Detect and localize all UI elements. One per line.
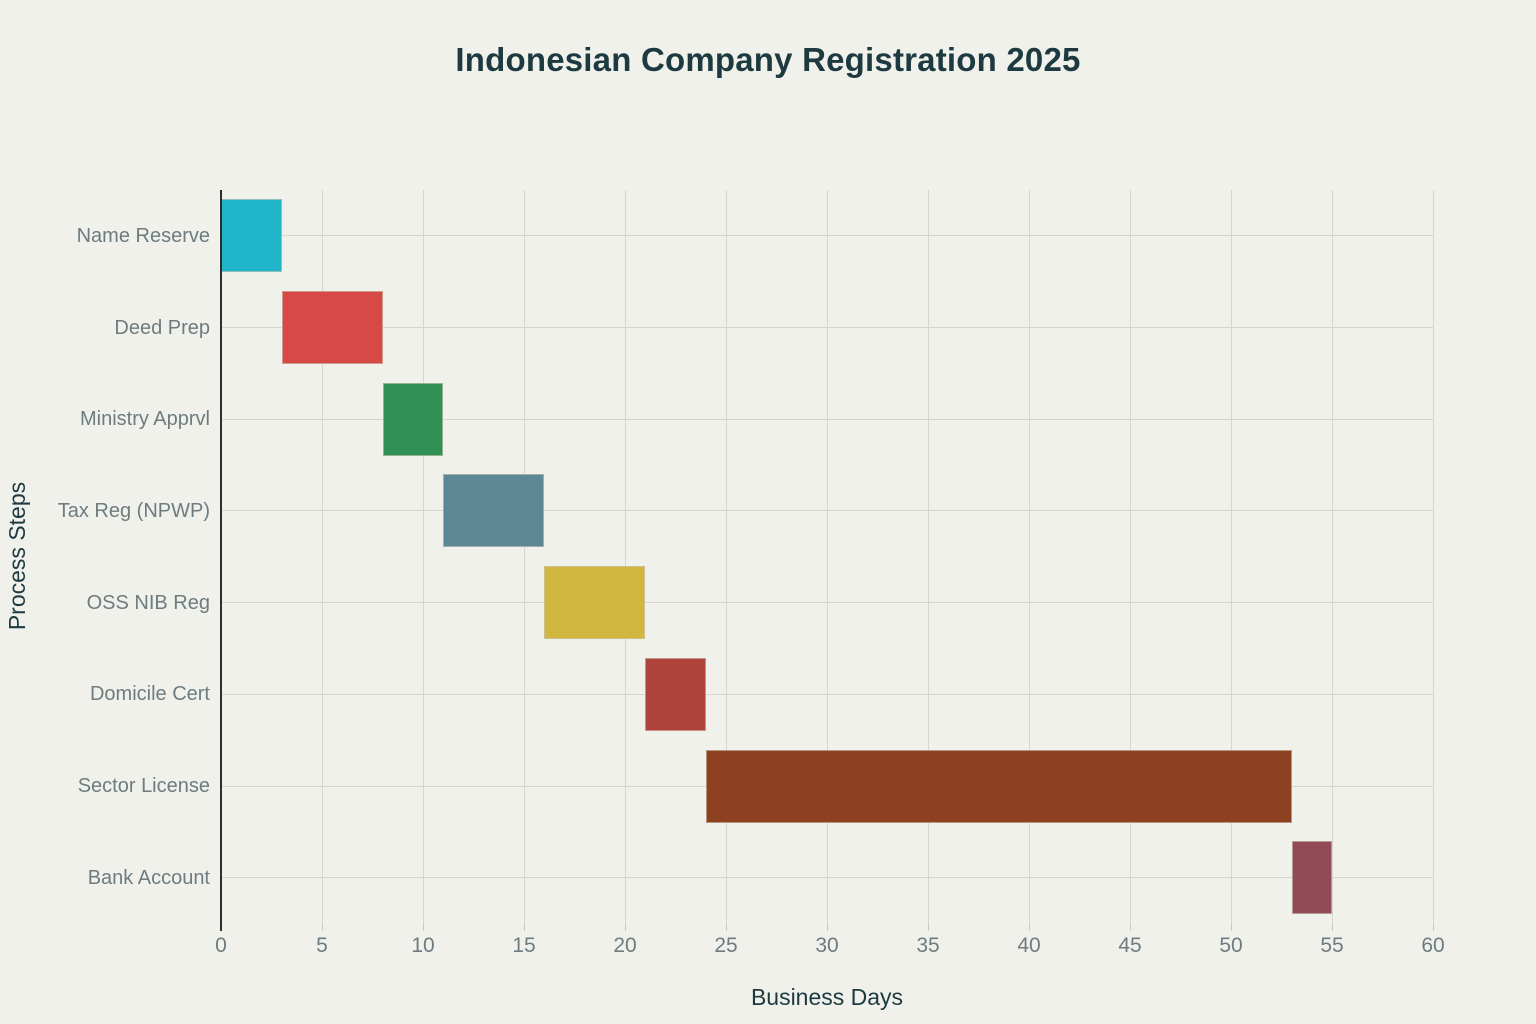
gridline-horizontal bbox=[221, 602, 1433, 604]
x-axis-tick bbox=[1331, 923, 1333, 931]
gridline-vertical bbox=[826, 190, 828, 924]
gantt-bar-tax-reg-npwp[interactable] bbox=[443, 474, 545, 548]
gridline-horizontal bbox=[221, 418, 1433, 420]
x-tick-label: 40 bbox=[1017, 933, 1041, 957]
y-tick-label: Name Reserve bbox=[76, 224, 210, 247]
y-axis-line bbox=[219, 190, 222, 931]
x-axis-tick bbox=[624, 923, 626, 931]
x-axis-tick bbox=[422, 923, 424, 931]
x-tick-label: 0 bbox=[215, 933, 227, 957]
x-axis-tick bbox=[826, 923, 828, 931]
x-tick-label: 60 bbox=[1421, 933, 1445, 957]
x-tick-label: 35 bbox=[916, 933, 940, 957]
gantt-bar-name-reserve[interactable] bbox=[221, 199, 282, 273]
x-tick-label: 25 bbox=[714, 933, 738, 957]
x-tick-label: 45 bbox=[1118, 933, 1142, 957]
x-tick-label: 30 bbox=[815, 933, 839, 957]
gridline-horizontal bbox=[221, 693, 1433, 695]
x-tick-label: 55 bbox=[1320, 933, 1344, 957]
gridline-vertical bbox=[321, 190, 323, 924]
x-tick-label: 10 bbox=[411, 933, 435, 957]
x-axis-tick bbox=[321, 923, 323, 931]
gantt-bar-ministry-apprvl[interactable] bbox=[382, 382, 444, 456]
gridline-vertical bbox=[1129, 190, 1131, 924]
x-axis-tick bbox=[1432, 923, 1434, 931]
gantt-bar-oss-nib-reg[interactable] bbox=[544, 566, 646, 640]
gridline-vertical bbox=[624, 190, 626, 924]
y-tick-label: Tax Reg (NPWP) bbox=[57, 499, 210, 522]
gantt-bar-bank-account[interactable] bbox=[1291, 841, 1332, 915]
x-tick-label: 15 bbox=[512, 933, 536, 957]
x-tick-label: 20 bbox=[613, 933, 637, 957]
y-tick-label: Domicile Cert bbox=[89, 683, 210, 706]
gridline-horizontal bbox=[221, 235, 1433, 237]
x-axis-tick bbox=[1129, 923, 1131, 931]
gridline-horizontal bbox=[221, 877, 1433, 879]
gridline-vertical bbox=[1331, 190, 1333, 924]
y-tick-label: OSS NIB Reg bbox=[86, 591, 210, 614]
x-tick-label: 5 bbox=[316, 933, 328, 957]
gridline-vertical bbox=[422, 190, 424, 924]
y-tick-label: Ministry Apprvl bbox=[79, 408, 210, 431]
gridline-vertical bbox=[1432, 190, 1434, 924]
y-tick-label: Deed Prep bbox=[114, 316, 210, 339]
x-axis-tick bbox=[927, 923, 929, 931]
x-axis-tick bbox=[725, 923, 727, 931]
y-tick-label: Bank Account bbox=[87, 866, 210, 889]
y-tick-label: Sector License bbox=[77, 775, 210, 798]
x-axis-tick bbox=[1230, 923, 1232, 931]
gantt-bar-domicile-cert[interactable] bbox=[645, 657, 706, 731]
gridline-horizontal bbox=[221, 510, 1433, 512]
x-tick-label: 50 bbox=[1219, 933, 1243, 957]
x-axis-tick bbox=[523, 923, 525, 931]
gantt-bar-deed-prep[interactable] bbox=[281, 291, 383, 365]
gridline-vertical bbox=[725, 190, 727, 924]
chart-title: Indonesian Company Registration 2025 bbox=[455, 41, 1081, 78]
gridline-vertical bbox=[1230, 190, 1232, 924]
gridline-horizontal bbox=[221, 327, 1433, 329]
x-axis-tick bbox=[1028, 923, 1030, 931]
x-axis-title: Business Days bbox=[750, 984, 904, 1010]
gridline-vertical bbox=[927, 190, 929, 924]
gridline-vertical bbox=[523, 190, 525, 924]
gridline-vertical bbox=[1028, 190, 1030, 924]
gantt-bar-sector-license[interactable] bbox=[705, 749, 1292, 823]
